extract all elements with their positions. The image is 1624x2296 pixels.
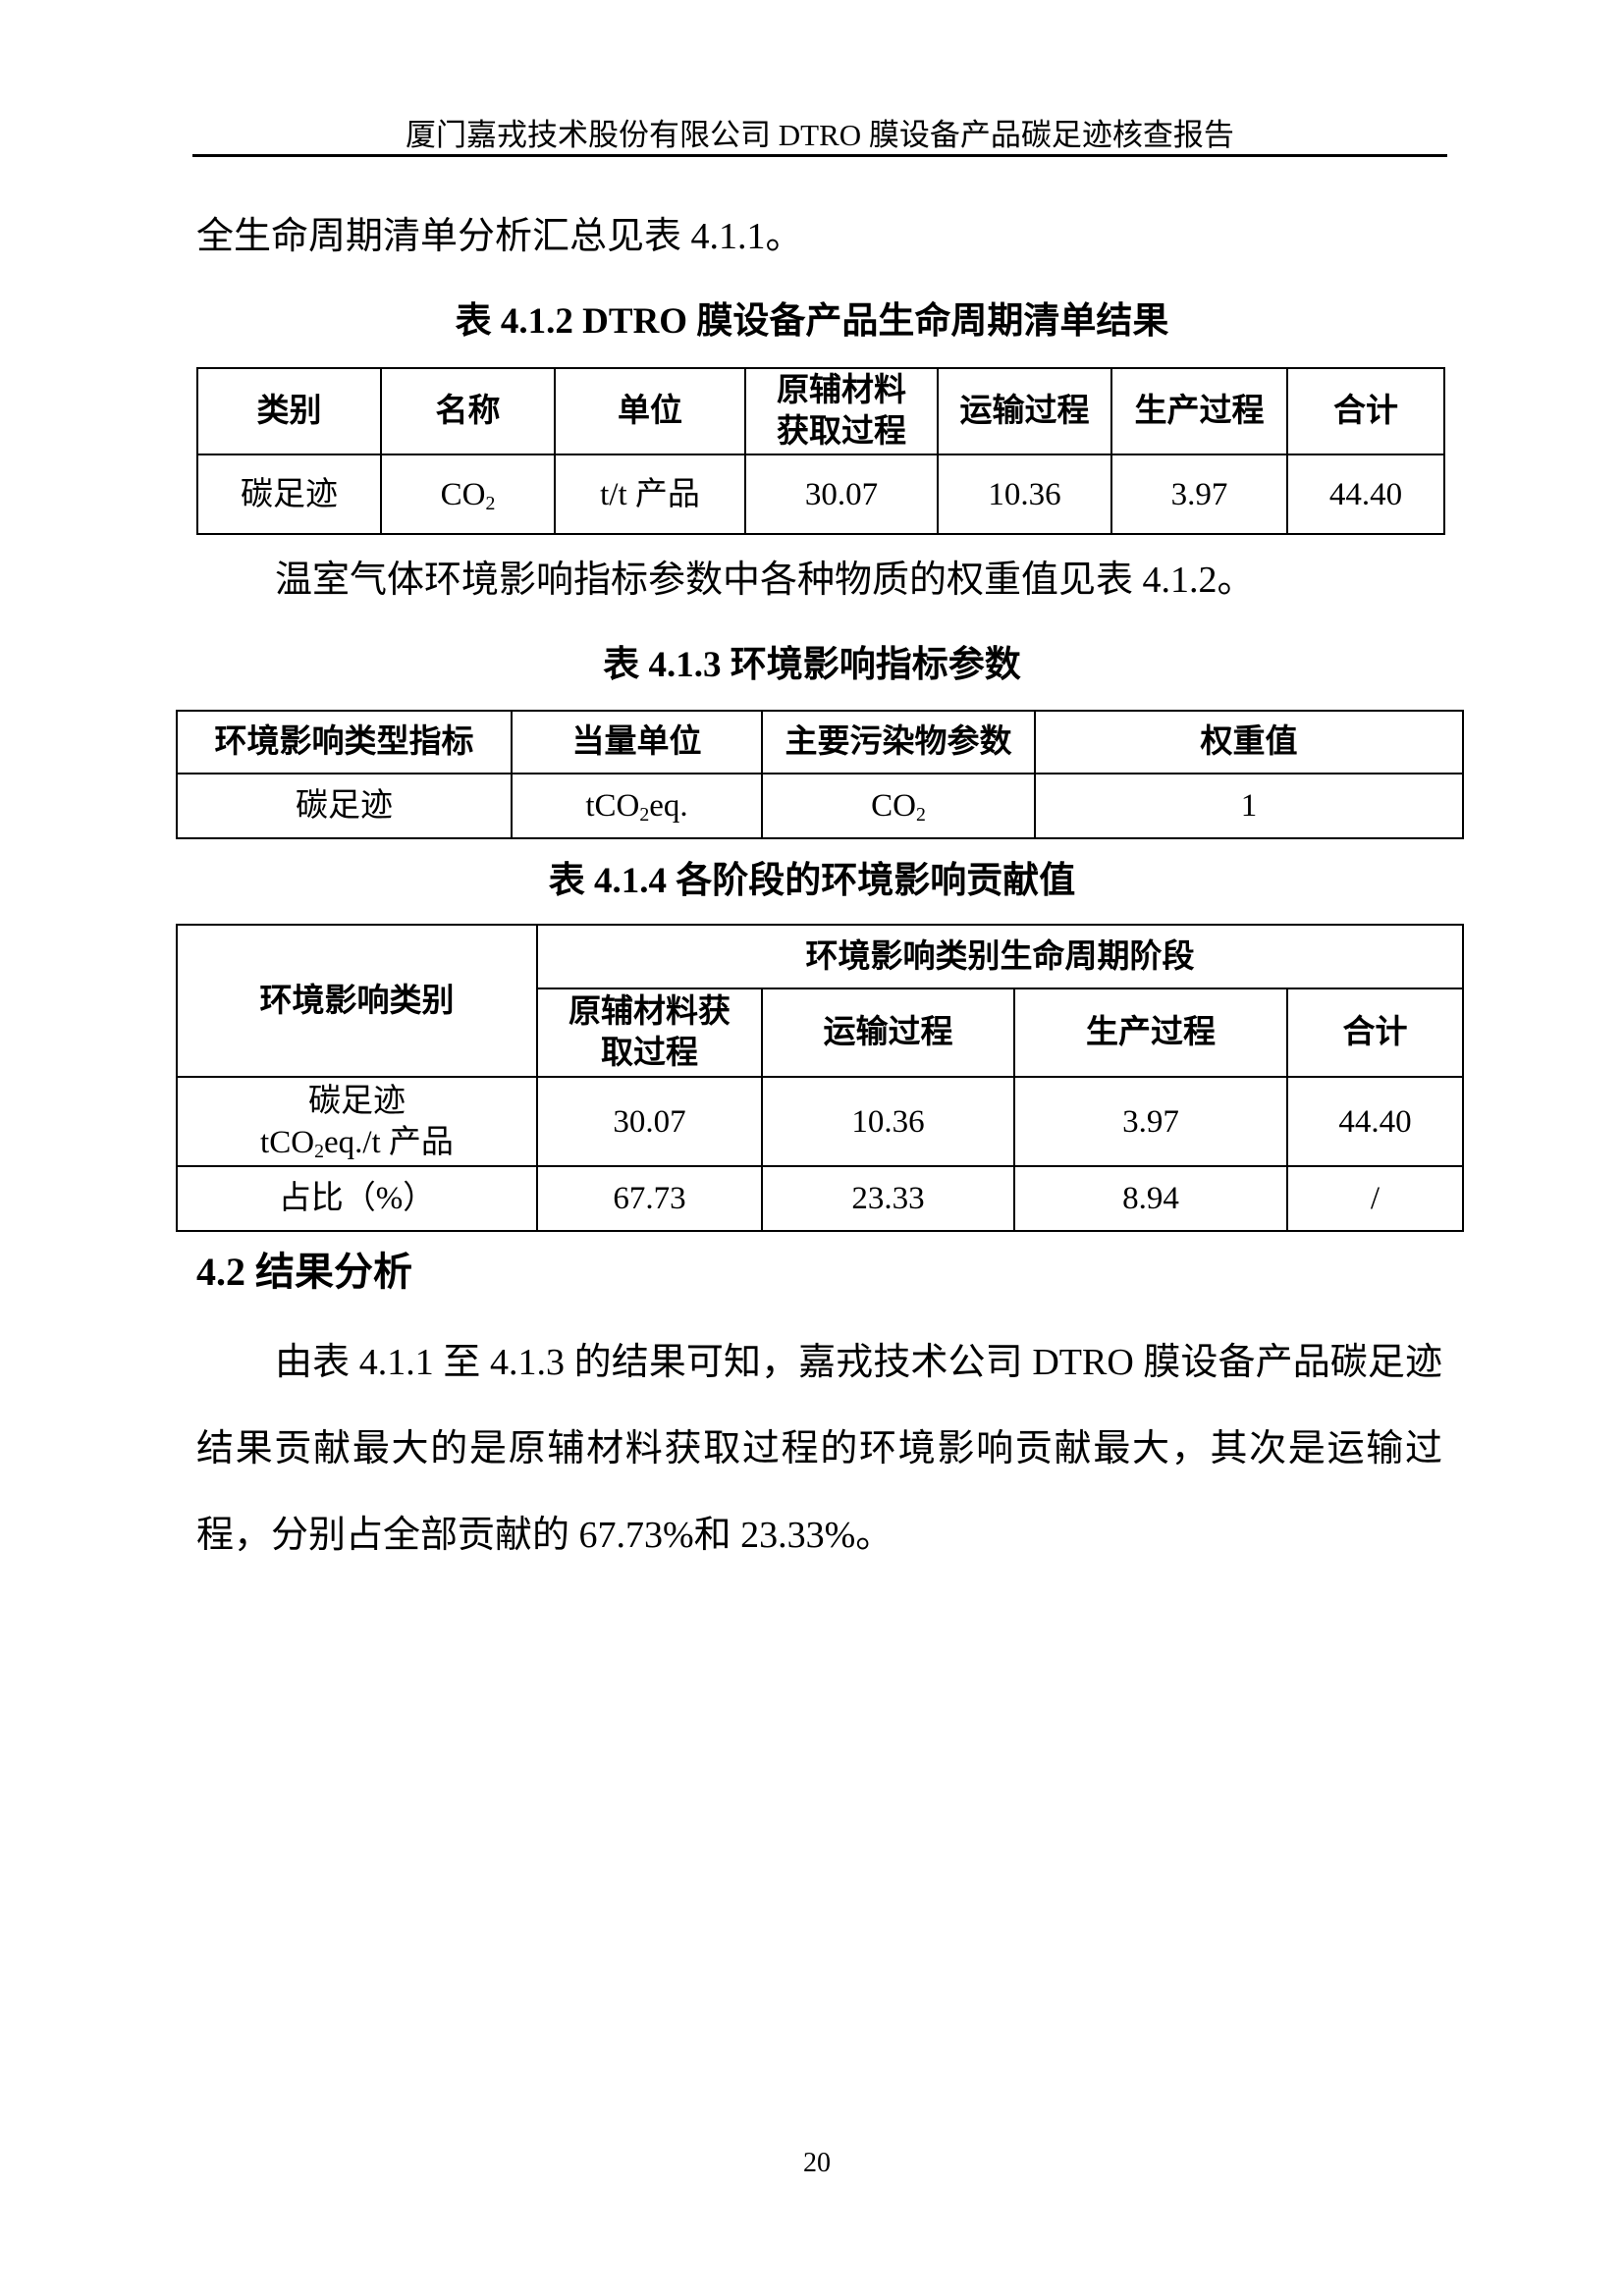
cell: 碳足迹 bbox=[176, 773, 513, 839]
cell-text: CO bbox=[440, 476, 486, 512]
cell: 8.94 bbox=[1013, 1165, 1288, 1232]
cell-text: tCO bbox=[260, 1124, 315, 1160]
analysis-paragraph: 由表 4.1.1 至 4.1.3 的结果可知，嘉戎技术公司 DTRO 膜设备产品… bbox=[196, 1342, 1442, 1556]
table-413: 环境影响类型指标 当量单位 主要污染物参数 权重值 碳足迹 tCO2eq. CO… bbox=[176, 710, 1464, 839]
cell: 44.40 bbox=[1286, 1076, 1464, 1167]
cell-text: tCO bbox=[585, 788, 640, 824]
header-cell: 生产过程 bbox=[1110, 367, 1288, 455]
cell: CO2 bbox=[761, 773, 1036, 839]
cell-text: eq. bbox=[649, 788, 688, 824]
cell: 30.07 bbox=[744, 454, 939, 535]
cell: t/t 产品 bbox=[554, 454, 746, 535]
weight-text: 温室气体环境影响指标参数中各种物质的权重值见表 4.1.2。 bbox=[275, 560, 1255, 601]
table-414-caption: 表 4.1.4 各阶段的环境影响贡献值 bbox=[548, 861, 1076, 901]
page-header: 厦门嘉戎技术股份有限公司 DTRO 膜设备产品碳足迹核查报告 bbox=[406, 118, 1234, 152]
table-414: 环境影响类别 环境影响类别生命周期阶段 原辅材料获取过程 运输过程 生产过程 合… bbox=[176, 924, 1464, 1232]
subscript: 2 bbox=[485, 492, 496, 514]
cell: 30.07 bbox=[536, 1076, 763, 1167]
header-cell: 权重值 bbox=[1034, 710, 1464, 774]
table-412-caption: 表 4.1.2 DTRO 膜设备产品生命周期清单结果 bbox=[455, 301, 1169, 342]
header-cell: 类别 bbox=[196, 367, 382, 455]
cell: 占比（%） bbox=[176, 1165, 538, 1232]
cell: 10.36 bbox=[937, 454, 1112, 535]
cell: tCO2eq. bbox=[511, 773, 763, 839]
table-row: 碳足迹 CO2 t/t 产品 30.07 10.36 3.97 44.40 bbox=[196, 454, 1445, 535]
table-row: 碳足迹 tCO2eq./t 产品 30.07 10.36 3.97 44.40 bbox=[176, 1076, 1464, 1167]
subscript: 2 bbox=[915, 803, 926, 826]
cell-text: eq./t 产品 bbox=[323, 1124, 454, 1160]
cell-text: CO bbox=[871, 788, 916, 824]
header-cell: 环境影响类型指标 bbox=[176, 710, 513, 774]
table-row: 碳足迹 tCO2eq. CO2 1 bbox=[176, 773, 1464, 839]
header-cell: 名称 bbox=[380, 367, 556, 455]
cell: 3.97 bbox=[1013, 1076, 1288, 1167]
cell: 碳足迹 tCO2eq./t 产品 bbox=[176, 1076, 538, 1167]
cell: 23.33 bbox=[761, 1165, 1015, 1232]
header-cell: 原辅材料获取过程 bbox=[744, 367, 939, 455]
header-cell: 生产过程 bbox=[1013, 988, 1288, 1078]
subscript: 2 bbox=[314, 1140, 324, 1162]
cell: CO2 bbox=[380, 454, 556, 535]
header-cell: 原辅材料获取过程 bbox=[536, 988, 763, 1078]
cell: 碳足迹 bbox=[196, 454, 382, 535]
header-cell: 当量单位 bbox=[511, 710, 763, 774]
intro-text: 全生命周期清单分析汇总见表 4.1.1。 bbox=[196, 216, 803, 257]
cell: 1 bbox=[1034, 773, 1464, 839]
header-rule bbox=[192, 154, 1447, 157]
cell: 44.40 bbox=[1286, 454, 1445, 535]
cell-text: tCO2eq./t 产品 bbox=[182, 1122, 532, 1163]
header-cell: 主要污染物参数 bbox=[761, 710, 1036, 774]
header-cell: 运输过程 bbox=[761, 988, 1015, 1078]
row-header-cell: 环境影响类别 bbox=[176, 924, 538, 1078]
cell: 67.73 bbox=[536, 1165, 763, 1232]
table-413-caption: 表 4.1.3 环境影响指标参数 bbox=[603, 645, 1021, 685]
section-heading: 4.2 结果分析 bbox=[196, 1250, 412, 1294]
cell: 3.97 bbox=[1110, 454, 1288, 535]
header-cell: 合计 bbox=[1286, 988, 1464, 1078]
cell-text: 碳足迹 bbox=[308, 1083, 406, 1119]
header-cell: 合计 bbox=[1286, 367, 1445, 455]
subscript: 2 bbox=[639, 803, 650, 826]
table-412: 类别 名称 单位 原辅材料获取过程 运输过程 生产过程 合计 碳足迹 CO2 t… bbox=[196, 367, 1445, 535]
header-cell: 运输过程 bbox=[937, 367, 1112, 455]
cell: / bbox=[1286, 1165, 1464, 1232]
table-row: 占比（%） 67.73 23.33 8.94 / bbox=[176, 1165, 1464, 1232]
header-cell: 单位 bbox=[554, 367, 746, 455]
page-number: 20 bbox=[803, 2148, 831, 2178]
cell: 10.36 bbox=[761, 1076, 1015, 1167]
group-header-cell: 环境影响类别生命周期阶段 bbox=[536, 924, 1464, 989]
